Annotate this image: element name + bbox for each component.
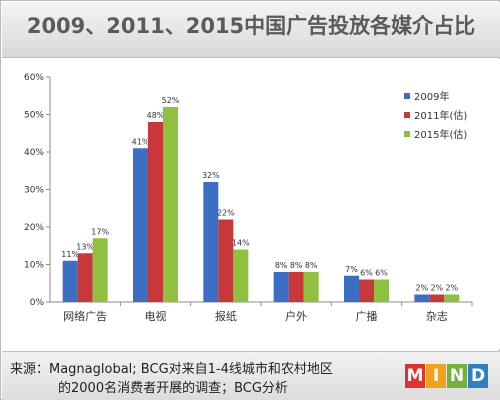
bar — [359, 279, 374, 302]
x-tick-label: 户外 — [285, 309, 307, 323]
mind-logo: M I N D — [405, 364, 488, 388]
bar-value-label: 13% — [76, 242, 94, 251]
bar — [414, 294, 430, 302]
bar-value-label: 7% — [345, 265, 358, 274]
y-tick-label: 10% — [24, 261, 44, 271]
x-tick-label: 广播 — [356, 309, 378, 323]
chart-title: 2009、2011、2015中国广告投放各媒介占比 — [26, 14, 476, 38]
bar-value-label: 32% — [202, 171, 220, 180]
legend-label: 2011年(估) — [414, 109, 467, 122]
legend-swatch — [404, 112, 410, 118]
x-tick-label: 网络广告 — [63, 309, 107, 323]
bar — [77, 253, 93, 302]
y-tick-label: 40% — [24, 148, 44, 158]
bar — [303, 272, 319, 302]
bar — [62, 260, 78, 302]
bar — [203, 182, 219, 302]
bar-chart: 0% 10% 20% 30% 40% 50% 60% 11%13% 17% 网络广告 41% 48% 5… — [24, 73, 473, 323]
bar-value-label: 8% — [290, 261, 303, 270]
bar — [429, 294, 445, 302]
title-band: 2009、2011、2015中国广告投放各媒介占比 — [2, 2, 500, 58]
x-tick-label: 杂志 — [426, 310, 448, 323]
bar — [273, 272, 289, 302]
bar — [148, 122, 163, 302]
x-tick-label: 报纸 — [215, 309, 237, 323]
bar — [344, 275, 359, 302]
bar-value-label: 8% — [275, 261, 288, 270]
chart-area: 0% 10% 20% 30% 40% 50% 60% 11% 13% 17% 网络广告 41% 48% 5… — [2, 59, 500, 349]
bar-value-label: 11% — [61, 250, 79, 259]
legend-swatch — [404, 93, 410, 99]
logo-letter-n: N — [447, 364, 467, 388]
bar-value-label: 2% — [415, 284, 428, 293]
bar — [218, 219, 234, 302]
y-tick-label: 0% — [30, 298, 45, 308]
bar-value-label: 14% — [232, 239, 250, 248]
legend-label: 2015年(估) — [414, 128, 467, 141]
source-note-line-1: 来源：Magnaglobal; BCG对来自1-4线城市和农村地区 — [10, 362, 333, 377]
x-tick-label: 电视 — [145, 309, 167, 323]
bar — [233, 249, 249, 302]
bar — [288, 272, 304, 302]
y-tick-label: 20% — [24, 223, 44, 233]
bar — [133, 148, 148, 302]
bar-value-label: 17% — [91, 227, 109, 236]
bar-value-label: 22% — [217, 209, 235, 218]
bar-value-label: 6% — [375, 269, 388, 278]
y-tick-label: 50% — [24, 111, 44, 121]
bar-value-label: 8% — [305, 261, 318, 270]
logo-letter-m: M — [405, 364, 425, 388]
legend-label: 2009年 — [414, 90, 449, 103]
logo-letter-d: D — [468, 364, 488, 388]
bar — [374, 279, 389, 302]
bar-value-label: 41% — [132, 137, 150, 146]
legend-swatch — [404, 131, 410, 137]
bar-value-label: 6% — [360, 269, 373, 278]
logo-letter-i: I — [426, 364, 446, 388]
footer: 来源：Magnaglobal; BCG对来自1-4线城市和农村地区 的2000名… — [2, 351, 500, 400]
bar-value-label: 2% — [430, 284, 443, 293]
y-tick-label: 60% — [24, 73, 44, 83]
bar-value-label: 52% — [162, 96, 180, 105]
bar — [163, 107, 178, 302]
y-tick-label: 30% — [24, 186, 44, 196]
bar — [444, 294, 460, 302]
bar-value-label: 2% — [445, 284, 458, 293]
source-note-line-2: 的2000名消费者开展的调查；BCG分析 — [58, 381, 288, 396]
bar-value-label: 48% — [147, 111, 165, 120]
bar — [92, 238, 108, 302]
